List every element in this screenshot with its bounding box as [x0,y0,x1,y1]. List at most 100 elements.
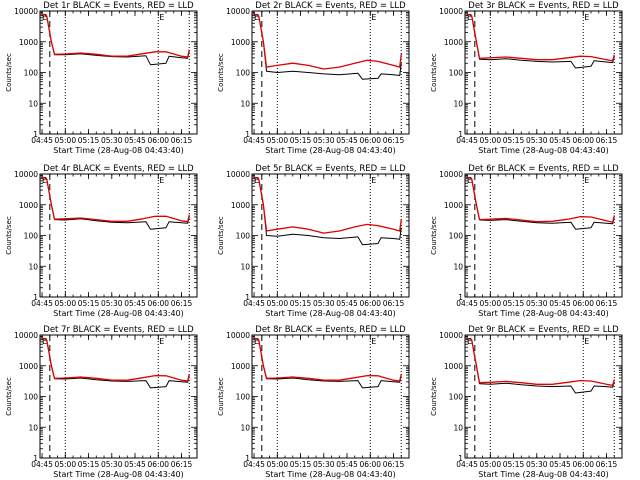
x-tick-label: 05:30 [526,136,548,145]
x-tick-label: 05:15 [78,299,100,308]
x-tick-label: 05:30 [526,299,548,308]
x-tick-label: 06:15 [171,460,193,469]
y-tick-label: 1000 [19,362,38,371]
panel-title: Det 5r BLACK = Events, RED = LLD [255,164,406,174]
x-axis-label: Start Time (28-Aug-08 04:43:40) [53,309,184,318]
panel-title: Det 7r BLACK = Events, RED = LLD [43,325,194,335]
x-tick-label: 05:30 [101,136,123,145]
series-lld-line [466,13,615,62]
plot-frame [464,173,623,298]
x-tick-label: 05:00 [266,136,288,145]
x-tick-label: 06:00 [147,136,169,145]
corner-mark: E [159,337,164,346]
x-tick-label: 05:00 [479,299,501,308]
y-tick-label: 10000 [14,170,38,179]
x-tick-label: 04:45 [243,136,265,145]
y-tick-label: 1 [33,293,38,302]
series-lld-line [253,337,402,382]
x-tick-label: 05:30 [101,299,123,308]
x-tick-label: 04:45 [456,299,478,308]
x-tick-label: 05:00 [54,460,76,469]
x-tick-label: 05:15 [290,299,312,308]
x-tick-label: 06:00 [572,299,594,308]
x-tick-label: 05:15 [78,136,100,145]
x-tick-label: 06:15 [596,299,618,308]
plot-frame [251,334,410,459]
panel-title: Det 3r BLACK = Events, RED = LLD [468,1,619,11]
x-tick-label: 04:45 [243,299,265,308]
x-axis-label: Start Time (28-Aug-08 04:43:40) [478,470,609,479]
y-tick-label: 1 [245,130,250,139]
x-tick-label: 05:15 [503,136,525,145]
x-tick-label: 05:45 [124,460,146,469]
x-tick-label: 05:30 [313,460,335,469]
x-tick-label: 06:15 [383,299,405,308]
corner-mark: E [371,176,376,185]
x-tick-label: 06:00 [359,299,381,308]
y-axis-label: Counts/sec [430,377,438,416]
panel-title: Det 2r BLACK = Events, RED = LLD [255,1,406,11]
y-tick-label: 10000 [226,170,250,179]
x-tick-label: 05:00 [54,299,76,308]
x-tick-label: 06:00 [359,460,381,469]
panel-title: Det 9r BLACK = Events, RED = LLD [468,325,619,335]
series-lld-line [466,337,615,387]
x-tick-label: 05:45 [336,136,358,145]
x-tick-label: 04:45 [456,136,478,145]
x-tick-label: 05:00 [479,136,501,145]
y-tick-label: 10 [28,99,38,108]
x-axis-label: Start Time (28-Aug-08 04:43:40) [265,146,396,155]
series-lld-line [41,13,190,58]
x-tick-label: 05:15 [290,460,312,469]
x-tick-label: 05:45 [549,460,571,469]
corner-mark: E [584,337,589,346]
plot-frame [39,173,198,298]
y-tick-label: 1 [33,454,38,463]
y-tick-label: 1000 [231,362,250,371]
plot-frame [464,10,623,135]
y-tick-label: 10000 [226,331,250,340]
y-tick-label: 100 [24,69,39,78]
y-tick-label: 10000 [14,7,38,16]
series-events-line [253,13,402,80]
x-tick-label: 04:45 [31,136,53,145]
y-tick-label: 100 [236,393,251,402]
y-tick-label: 1000 [19,201,38,210]
x-tick-label: 06:00 [359,136,381,145]
x-tick-label: 05:00 [54,136,76,145]
corner-mark: E [371,337,376,346]
y-tick-label: 100 [24,232,39,241]
y-tick-label: 1 [458,293,463,302]
panel-7: Det 7r BLACK = Events, RED = LLD 1 10 100 10… [5,325,198,479]
y-tick-label: 10000 [439,331,463,340]
x-tick-label: 05:00 [266,299,288,308]
y-tick-label: 100 [236,232,251,241]
x-tick-label: 04:45 [31,299,53,308]
series-lld-line [41,337,190,382]
x-axis-label: Start Time (28-Aug-08 04:43:40) [265,309,396,318]
y-tick-label: 10 [240,99,250,108]
x-tick-label: 06:15 [383,136,405,145]
series-lld-line [41,176,190,223]
corner-mark: E [42,176,47,185]
x-tick-label: 06:15 [383,460,405,469]
y-tick-label: 1000 [444,38,463,47]
panel-3: Det 3r BLACK = Events, RED = LLD 1 10 100 10… [430,1,623,155]
panel-8: Det 8r BLACK = Events, RED = LLD 1 10 100 10… [217,325,410,479]
y-tick-label: 1000 [231,201,250,210]
panel-title: Det 8r BLACK = Events, RED = LLD [255,325,406,335]
panel-4: Det 4r BLACK = Events, RED = LLD 1 10 100 10… [5,164,198,318]
y-tick-label: 1000 [19,38,38,47]
x-tick-label: 05:45 [549,299,571,308]
y-tick-label: 10 [28,423,38,432]
panel-title: Det 4r BLACK = Events, RED = LLD [43,164,194,174]
corner-mark: E [254,176,259,185]
y-tick-label: 1 [245,293,250,302]
panel-1: Det 1r BLACK = Events, RED = LLD 1 10 100 10… [5,1,198,155]
corner-mark: E [254,337,259,346]
y-tick-label: 100 [449,393,464,402]
x-tick-label: 05:30 [313,299,335,308]
panel-title: Det 1r BLACK = Events, RED = LLD [43,1,194,11]
y-tick-label: 10 [240,262,250,271]
y-axis-label: Counts/sec [5,216,13,255]
